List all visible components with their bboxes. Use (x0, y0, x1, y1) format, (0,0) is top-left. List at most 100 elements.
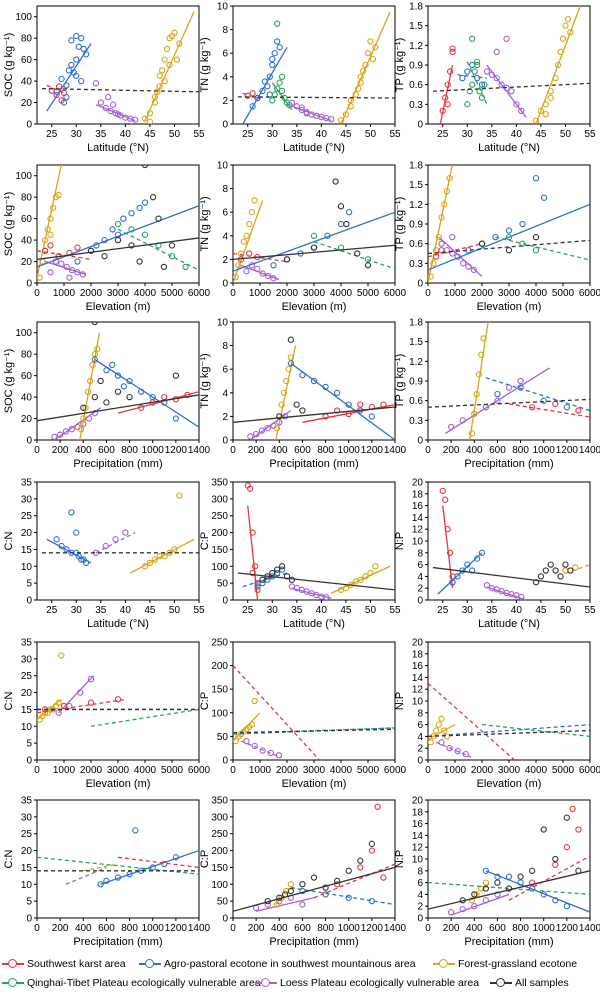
data-point (345, 894, 352, 901)
y-tick-label: 200 (211, 846, 228, 857)
y-tick-label: 100 (211, 708, 228, 719)
data-point (343, 220, 350, 228)
x-tick-label: 1200 (556, 923, 579, 934)
data-point (563, 814, 571, 821)
data-point (494, 891, 501, 898)
plot-data (233, 665, 395, 760)
x-tick-label: 40 (511, 605, 523, 616)
series-ap (46, 509, 92, 567)
y-tick-label: 10 (217, 318, 229, 329)
data-point (47, 231, 54, 238)
data-point (575, 407, 582, 414)
y-tick-label: 30 (21, 654, 33, 665)
fit-line (237, 96, 395, 99)
data-point (563, 404, 571, 411)
data-point (459, 74, 466, 82)
y-axis-label: TN (g kg⁻¹) (199, 37, 211, 92)
fit-line (37, 698, 127, 714)
data-point (528, 867, 536, 874)
data-point (364, 262, 372, 269)
data-point (540, 826, 547, 833)
legend-marker-icon (490, 977, 512, 989)
x-tick-label: 200 (52, 445, 69, 456)
data-point (47, 269, 54, 276)
data-point (449, 48, 456, 56)
x-tick-label: 1200 (361, 445, 384, 456)
y-tick-label: 0.3 (409, 100, 423, 111)
x-tick-label: 35 (291, 129, 303, 140)
y-tick-label: 5 (26, 897, 32, 908)
fit-line (508, 403, 590, 418)
series-all (428, 729, 590, 738)
data-point (264, 425, 271, 432)
series-all (237, 96, 395, 99)
series-qt (428, 881, 590, 896)
fit-line (535, 6, 581, 124)
data-point (168, 253, 176, 260)
data-point (380, 874, 387, 881)
y-tick-label: 300 (211, 812, 228, 823)
legend: Southwest karst area Agro-pastoral ecoto… (0, 956, 600, 995)
data-point (278, 87, 286, 95)
data-point (542, 111, 549, 118)
chart-panel: 25 30 35 40 45 50 55 0 50 100 150 200 250 300 350 Latit… (199, 478, 401, 631)
legend-label: Agro-pastoral ecotone in southwest mount… (164, 958, 416, 970)
plot-data (37, 322, 199, 440)
x-tick-label: 1200 (165, 445, 188, 456)
x-axis-label: Latitude (°N) (87, 142, 149, 154)
data-point (428, 739, 434, 746)
fit-line (95, 531, 136, 554)
plot-data (233, 803, 395, 912)
x-tick-label: 45 (340, 129, 352, 140)
data-point (249, 103, 256, 110)
data-point (53, 91, 60, 99)
y-tick-label: 4 (222, 388, 228, 399)
x-tick-label: 0 (425, 923, 431, 934)
data-point (269, 97, 276, 104)
fit-line (65, 866, 107, 885)
x-tick-label: 30 (462, 129, 474, 140)
data-point (438, 739, 445, 746)
series-ap (242, 38, 288, 124)
data-point (161, 393, 168, 401)
fit-line (90, 708, 199, 727)
data-point (126, 871, 133, 878)
x-tick-label: 35 (95, 605, 107, 616)
x-tick-label: 6000 (188, 288, 211, 299)
data-point (287, 360, 295, 367)
fit-line (340, 11, 391, 124)
data-point (469, 35, 476, 42)
x-tick-label: 5000 (552, 765, 575, 776)
fit-line (233, 406, 395, 423)
data-point (287, 887, 295, 895)
y-tick-label: 4 (222, 72, 228, 83)
series-lp (288, 99, 335, 123)
x-tick-label: 35 (486, 129, 498, 140)
fit-line (495, 236, 590, 261)
series-lp (445, 367, 550, 434)
plot-frame (36, 799, 200, 919)
y-tick-label: 300 (211, 494, 228, 505)
data-point (58, 652, 65, 659)
data-point (288, 99, 296, 106)
data-point (75, 43, 82, 50)
data-point (278, 401, 285, 408)
plot-frame (36, 321, 200, 441)
fit-line (313, 863, 395, 899)
data-point (101, 253, 108, 260)
data-point (259, 579, 266, 587)
data-point (567, 567, 574, 574)
data-point (274, 20, 281, 27)
y-tick-label: 20 (21, 846, 33, 857)
data-point (259, 576, 266, 583)
data-point (466, 88, 473, 95)
data-point (439, 487, 446, 494)
x-tick-label: 25 (437, 129, 449, 140)
data-point (532, 174, 540, 182)
x-tick-label: 35 (95, 129, 107, 140)
data-point (471, 68, 478, 75)
x-tick-label: 4000 (134, 765, 157, 776)
data-point (136, 258, 143, 265)
x-axis-label: Precipitation (mm) (464, 936, 553, 948)
data-point (287, 881, 295, 888)
